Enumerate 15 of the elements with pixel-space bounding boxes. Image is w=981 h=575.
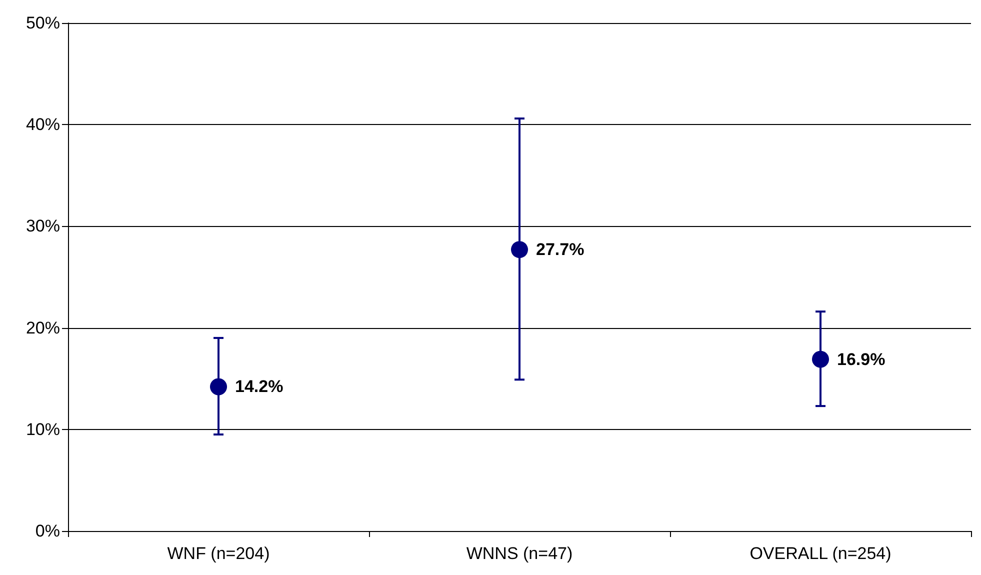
data-label: 27.7%: [536, 240, 584, 260]
y-tick-label: 10%: [26, 420, 60, 439]
y-tick-label: 0%: [35, 522, 60, 540]
point: [210, 378, 227, 396]
y-tick-label: 50%: [26, 14, 60, 32]
y-tick-label: 40%: [26, 115, 60, 134]
point: [511, 241, 528, 258]
x-tick-label: OVERALL (n=254): [750, 544, 892, 563]
x-tick-label: WNF (n=204): [167, 544, 270, 563]
point: [812, 350, 829, 368]
y-tick-label: 30%: [26, 216, 60, 236]
x-tick-label: WNNS (n=47): [466, 544, 573, 563]
data-label: 16.9%: [837, 350, 886, 369]
data-label: 14.2%: [235, 377, 284, 396]
y-tick-label: 20%: [26, 318, 60, 338]
